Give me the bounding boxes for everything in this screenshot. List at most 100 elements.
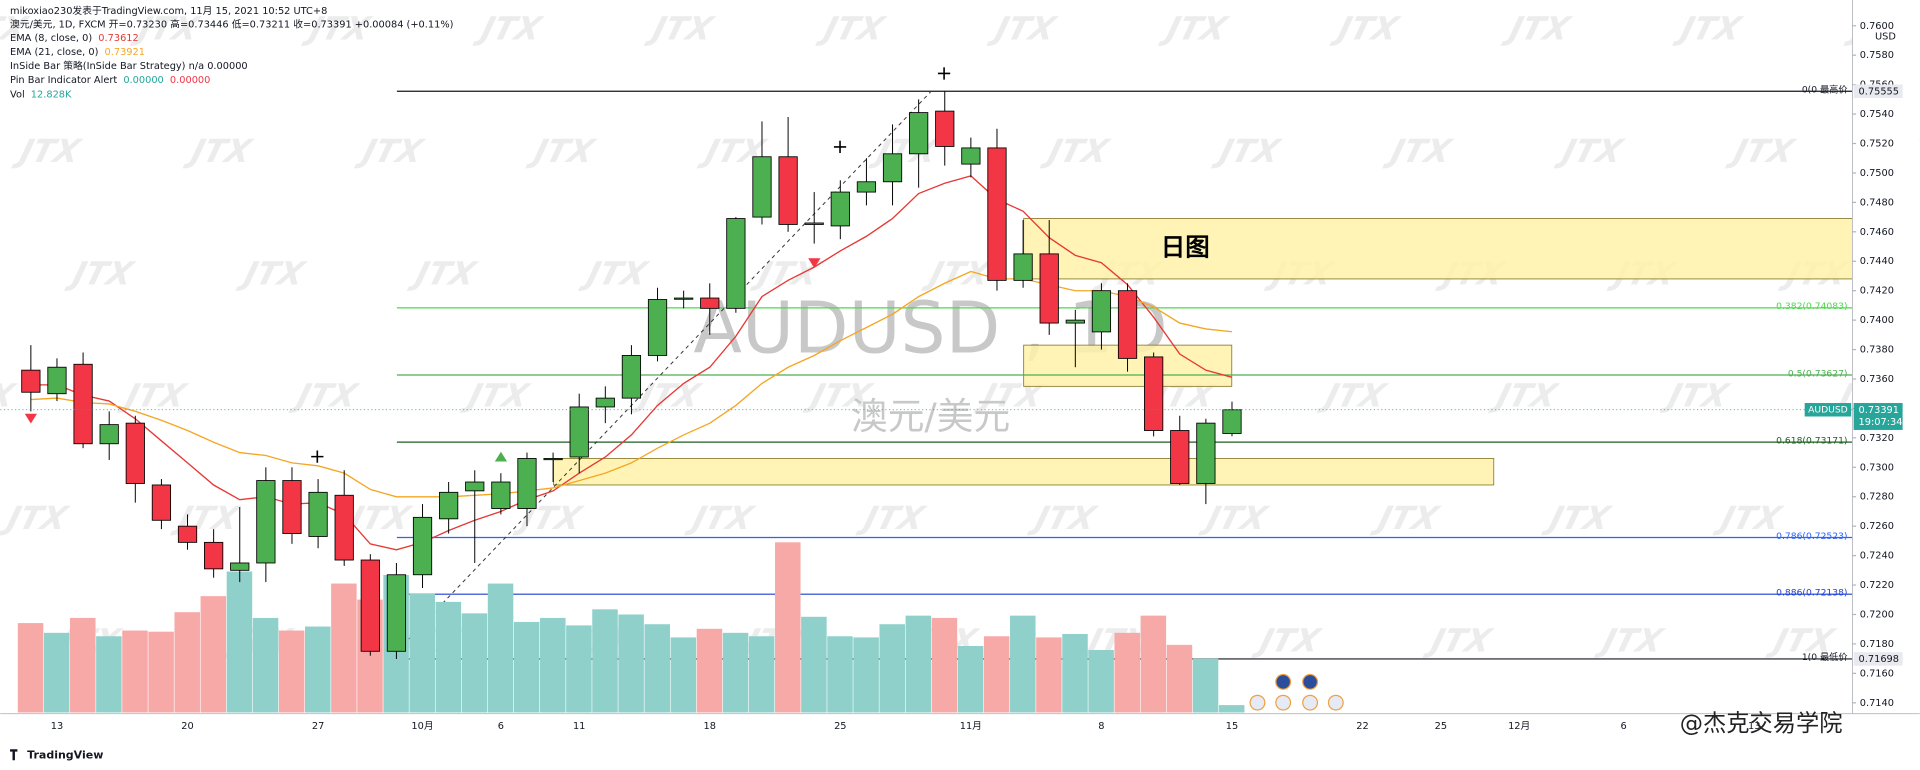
- x-tick-label: 25: [1435, 721, 1447, 732]
- volume-bar: [618, 614, 644, 713]
- y-tick-label: 0.7160: [1860, 668, 1894, 679]
- author-line: mikoxiao230发表于TradingView.com, 11月 15, 2…: [10, 4, 327, 17]
- candle-body: [1013, 253, 1033, 281]
- currency-label: USD: [1875, 32, 1896, 43]
- y-tick-label: 0.7540: [1860, 109, 1894, 120]
- indicator-legend: EMA (8, close, 0) 0.73612: [10, 33, 139, 44]
- candle-body: [961, 147, 981, 165]
- volume-bar: [696, 628, 723, 713]
- volume-bar: [96, 636, 122, 713]
- volume-bar: [331, 583, 357, 713]
- candle-body: [491, 481, 511, 509]
- ema-line: [30, 270, 1233, 498]
- x-tick-label: 27: [312, 721, 324, 732]
- candle-body: [177, 525, 198, 543]
- price-tag-label: 0.73391: [1859, 405, 1899, 416]
- y-tick-label: 0.7380: [1860, 345, 1894, 356]
- legend: mikoxiao230发表于TradingView.com, 11月 15, 2…: [10, 4, 453, 100]
- candle-body: [647, 299, 668, 356]
- volume-bar: [1192, 658, 1219, 713]
- candle-body: [151, 484, 172, 521]
- price-tag: [1853, 652, 1903, 666]
- volume-bar: [461, 613, 488, 713]
- volume-bar: [748, 636, 775, 713]
- volume-bar: [670, 637, 697, 713]
- x-tick-label: 13: [51, 721, 63, 732]
- candle-body: [543, 458, 563, 461]
- volume-bar: [122, 630, 148, 713]
- indicator-value: 0.00000: [170, 75, 210, 86]
- indicator-value: 0.73612: [98, 33, 138, 44]
- volume-bar: [1114, 632, 1140, 713]
- volume-bar: [305, 626, 331, 713]
- x-tick-label: 12月: [1508, 720, 1530, 732]
- y-tick-label: 0.7200: [1860, 609, 1894, 620]
- y-tick-label: 0.7460: [1860, 227, 1894, 238]
- candle-body: [439, 491, 459, 520]
- volume-bar: [174, 612, 200, 713]
- fib-label: 0.786(0.72523): [1776, 531, 1847, 542]
- indicator-value: 0.00000: [123, 75, 163, 86]
- candle-body: [935, 110, 955, 147]
- indicator-legend: Vol 12.828K: [10, 89, 72, 100]
- candle-body: [334, 494, 354, 561]
- axes: 0.7140 0.7160 0.7180 0.7200 0.7220 0.7240 0.72…: [0, 21, 1903, 732]
- volume-bar: [827, 636, 853, 713]
- indicator-legend: InSide Bar 策略(InSide Bar Strategy) n/a 0…: [10, 59, 248, 72]
- candle-body: [1222, 409, 1242, 434]
- candle-body: [386, 574, 407, 652]
- symbol-line: 澳元/美元, 1D, FXCM 开=0.73230 高=0.73446 低=0.…: [10, 17, 453, 30]
- candle-body: [856, 181, 877, 193]
- y-tick-label: 0.7420: [1860, 286, 1894, 297]
- candle-body: [1170, 430, 1190, 484]
- x-tick-label: 8: [1098, 721, 1104, 732]
- event-icon: [1302, 673, 1319, 690]
- y-tick-label: 0.7400: [1860, 315, 1894, 326]
- price-tag-label: 0.75555: [1859, 86, 1899, 97]
- candle-body: [282, 480, 302, 534]
- volume-bar: [1166, 644, 1193, 713]
- volume-bar: [43, 632, 70, 713]
- x-tick-label: 11: [573, 721, 585, 732]
- x-tick-label: 18: [704, 721, 716, 732]
- y-tick-label: 0.7140: [1860, 698, 1894, 709]
- indicator-value: 12.828K: [31, 89, 72, 100]
- y-tick-label: 0.7600: [1860, 21, 1894, 32]
- candle-body: [230, 562, 250, 571]
- indicator-name: EMA (21, close, 0): [10, 47, 98, 58]
- volume-bar: [435, 601, 462, 713]
- candle-body: [73, 363, 93, 445]
- ema-lines: [30, 175, 1233, 551]
- volume-bar: [513, 621, 540, 713]
- volume-bar: [1010, 615, 1036, 713]
- candle-body: [125, 422, 145, 484]
- volume-bar: [1088, 650, 1114, 713]
- volume-bar: [722, 632, 749, 713]
- y-tick-label: 0.7440: [1860, 256, 1894, 267]
- y-tick-label: 0.7260: [1860, 521, 1894, 532]
- y-tick-label: 0.7280: [1860, 492, 1894, 503]
- price-tag: [1853, 84, 1903, 98]
- volume-bar: [957, 646, 984, 713]
- candle-body: [621, 355, 642, 399]
- price-tag: [1853, 403, 1903, 430]
- candle-body: [308, 491, 328, 537]
- y-tick-label: 0.7480: [1860, 197, 1894, 208]
- candle-body: [1039, 253, 1059, 324]
- price-axis-bg: [1852, 0, 1920, 714]
- x-tick-label: 6: [1621, 721, 1627, 732]
- volume-bar: [644, 624, 670, 713]
- brand: TradingView: [27, 748, 103, 761]
- x-tick-label: 25: [834, 721, 846, 732]
- candle-body: [726, 218, 746, 309]
- volume-bar: [566, 625, 592, 713]
- y-tick-label: 0.7500: [1860, 168, 1894, 179]
- volume-bar: [775, 542, 801, 713]
- candle-body: [47, 366, 67, 395]
- candle-body: [465, 481, 485, 492]
- volume-bar: [487, 583, 514, 713]
- ema-line: [30, 175, 1233, 551]
- candle-body: [752, 156, 772, 218]
- x-tick-label: 22: [1356, 721, 1368, 732]
- x-tick-label: 11月: [960, 720, 982, 732]
